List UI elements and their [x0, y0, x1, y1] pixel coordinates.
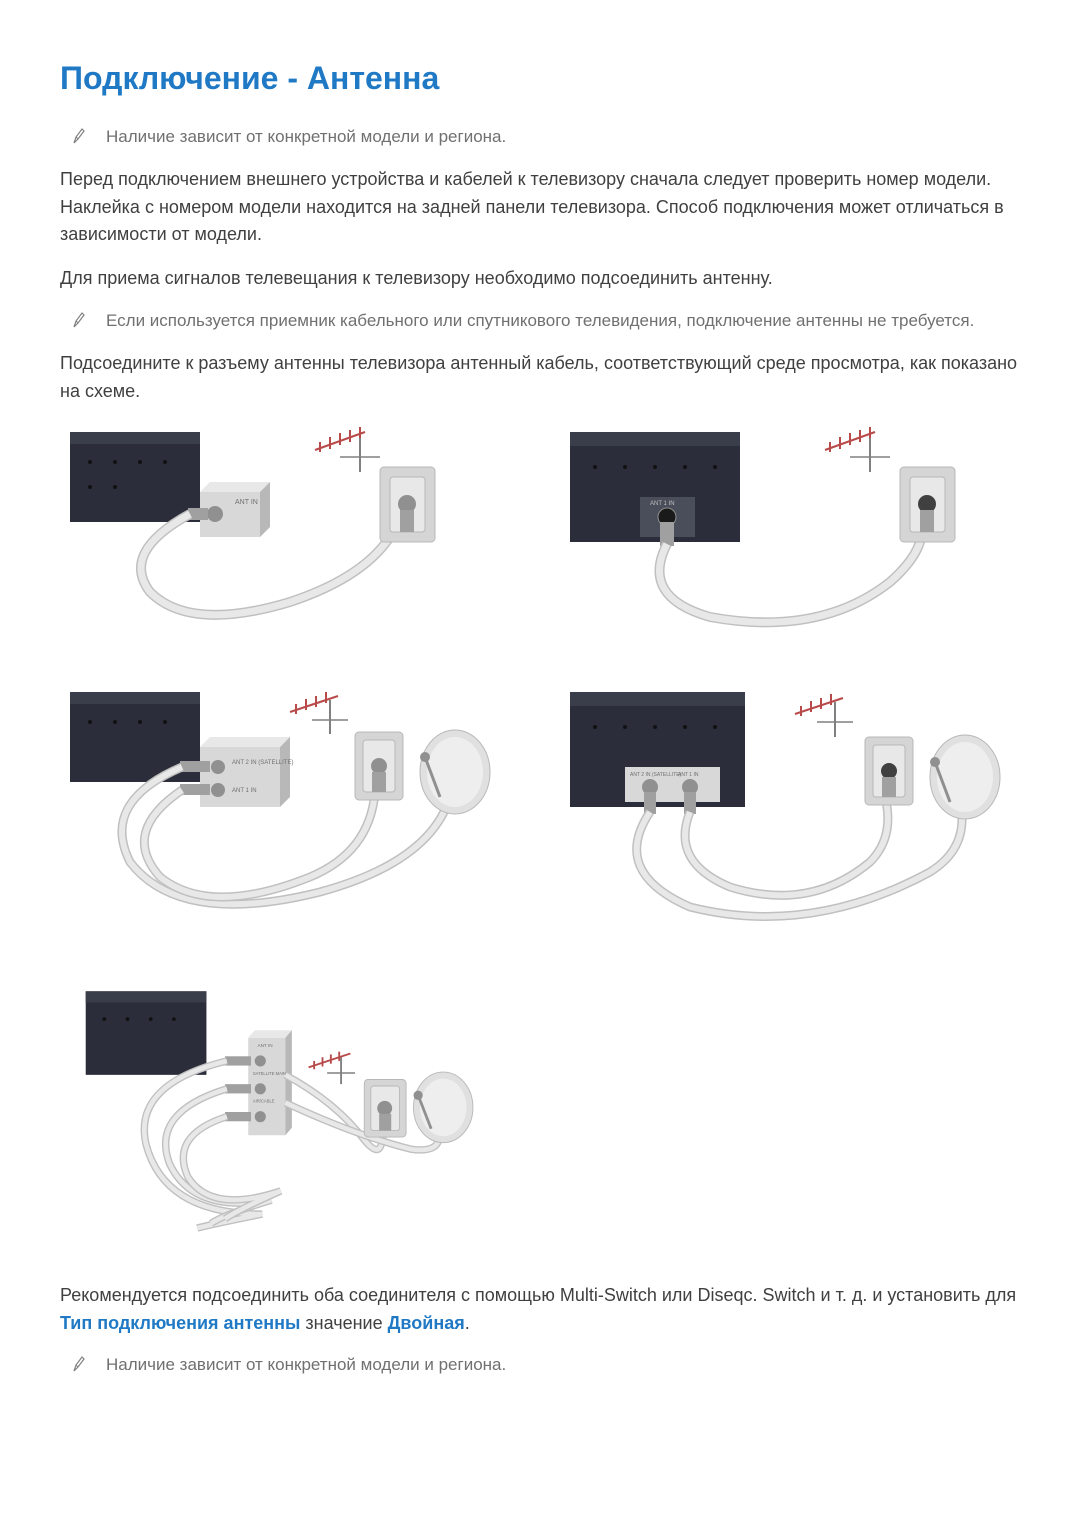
recommendation: Рекомендуется подсоединить оба соедините… [60, 1282, 1020, 1338]
paragraph-2: Для приема сигналов телевещания к телеви… [60, 265, 1020, 293]
svg-text:ANT IN: ANT IN [258, 1043, 273, 1048]
pencil-icon [72, 127, 86, 145]
svg-text:AIR/CABLE: AIR/CABLE [253, 1098, 275, 1103]
diagram-2: ANT 1 IN [560, 422, 1020, 642]
diagram-area: ANT IN [60, 422, 1020, 1242]
diagram-row-3: ANT IN SATELLITE MAIN AIR/CABLE [60, 982, 1020, 1242]
diagram-5: ANT IN SATELLITE MAIN AIR/CABLE [60, 982, 520, 1242]
diagram-3: ANT 2 IN (SATELLITE) ANT 1 IN [60, 682, 520, 942]
note-3: Наличие зависит от конкретной модели и р… [60, 1353, 1020, 1378]
note-3-text: Наличие зависит от конкретной модели и р… [106, 1353, 506, 1378]
svg-text:ANT 1 IN: ANT 1 IN [678, 772, 699, 778]
paragraph-3: Подсоедините к разъему антенны телевизор… [60, 350, 1020, 406]
diagram-row-2: ANT 2 IN (SATELLITE) ANT 1 IN [60, 682, 1020, 942]
link-antenna-type[interactable]: Тип подключения антенны [60, 1313, 300, 1333]
reco-prefix: Рекомендуется подсоединить оба соедините… [60, 1285, 1016, 1305]
svg-text:ANT 1 IN: ANT 1 IN [232, 788, 257, 794]
svg-text:ANT 2 IN (SATELLITE): ANT 2 IN (SATELLITE) [630, 772, 682, 778]
svg-text:SATELLITE MAIN: SATELLITE MAIN [253, 1070, 286, 1075]
svg-text:ANT 1 IN: ANT 1 IN [650, 501, 675, 507]
diagram-1: ANT IN [60, 422, 520, 642]
diagram-row-1: ANT IN [60, 422, 1020, 642]
paragraph-1: Перед подключением внешнего устройства и… [60, 166, 1020, 250]
svg-text:ANT 2 IN (SATELLITE): ANT 2 IN (SATELLITE) [232, 760, 293, 766]
note-1-text: Наличие зависит от конкретной модели и р… [106, 125, 506, 150]
note-1: Наличие зависит от конкретной модели и р… [60, 125, 1020, 150]
reco-mid: значение [300, 1313, 387, 1333]
reco-suffix: . [465, 1313, 470, 1333]
pencil-icon [72, 1355, 86, 1373]
diagram-4: ANT 2 IN (SATELLITE) ANT 1 IN [560, 682, 1020, 942]
svg-text:ANT IN: ANT IN [235, 499, 258, 506]
page-title: Подключение - Антенна [60, 60, 1020, 97]
note-2-text: Если используется приемник кабельного ил… [106, 309, 974, 334]
link-dual[interactable]: Двойная [388, 1313, 465, 1333]
pencil-icon [72, 311, 86, 329]
note-2: Если используется приемник кабельного ил… [60, 309, 1020, 334]
